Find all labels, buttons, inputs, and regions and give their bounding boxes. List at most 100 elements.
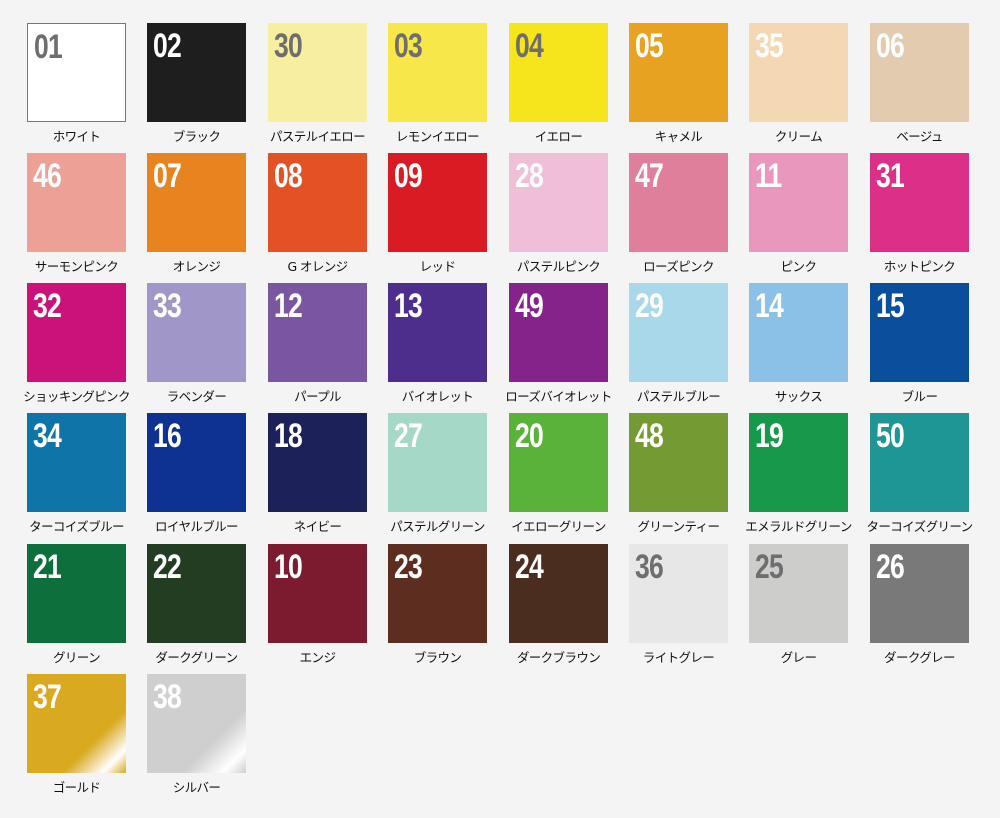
color-name: ダークグレー	[884, 650, 956, 665]
color-swatch-item[interactable]: 02 ブラック	[147, 23, 247, 144]
color-swatch[interactable]: 19	[749, 413, 848, 512]
color-swatch[interactable]: 18	[268, 413, 367, 512]
color-swatch[interactable]: 03	[388, 23, 487, 122]
color-swatch-item[interactable]: 09 レッド	[388, 153, 488, 274]
color-swatch[interactable]: 28	[509, 153, 608, 252]
color-swatch-item[interactable]: 26 ダークグレー	[870, 544, 970, 665]
color-swatch[interactable]: 16	[147, 413, 246, 512]
color-swatch-item[interactable]: 35 クリーム	[749, 23, 849, 144]
color-swatch-item[interactable]: 15 ブルー	[870, 283, 970, 404]
color-swatch-item[interactable]: 20 イエローグリーン	[509, 413, 609, 534]
color-swatch[interactable]: 36	[629, 544, 728, 643]
color-swatch-item[interactable]: 50 ターコイズグリーン	[866, 413, 973, 534]
color-name: G オレンジ	[287, 259, 348, 274]
color-swatch-item[interactable]: 28 パステルピンク	[509, 153, 609, 274]
color-swatch-item[interactable]: 11 ピンク	[749, 153, 849, 274]
color-swatch-item[interactable]: 49 ローズバイオレット	[505, 283, 612, 404]
color-swatch[interactable]: 25	[749, 544, 848, 643]
color-name: ライトグレー	[642, 650, 715, 665]
color-swatch[interactable]: 26	[870, 544, 969, 643]
color-swatch-item[interactable]: 33 ラベンダー	[147, 283, 247, 404]
color-swatch-item[interactable]: 37 ゴールド	[27, 674, 127, 795]
color-swatch[interactable]: 06	[870, 23, 969, 122]
color-code: 35	[755, 27, 784, 65]
color-swatch[interactable]: 15	[870, 283, 969, 382]
color-code: 03	[394, 27, 423, 65]
color-swatch-item[interactable]: 04 イエロー	[509, 23, 609, 144]
color-swatch-item[interactable]: 07 オレンジ	[147, 153, 247, 274]
color-swatch[interactable]: 05	[629, 23, 728, 122]
color-swatch-item[interactable]: 12 パープル	[268, 283, 368, 404]
color-swatch[interactable]: 48	[629, 413, 728, 512]
color-swatch-item[interactable]: 19 エメラルドグリーン	[745, 413, 852, 534]
color-swatch[interactable]: 22	[147, 544, 246, 643]
color-swatch[interactable]: 01	[27, 23, 126, 122]
color-swatch-item[interactable]: 36 ライトグレー	[629, 544, 729, 665]
color-swatch[interactable]: 27	[388, 413, 487, 512]
color-swatch[interactable]: 33	[147, 283, 246, 382]
color-swatch[interactable]: 34	[27, 413, 126, 512]
color-swatch[interactable]: 47	[629, 153, 728, 252]
color-swatch[interactable]: 04	[509, 23, 608, 122]
color-name: レモンイエロー	[395, 129, 480, 144]
color-swatch-item[interactable]: 25 グレー	[749, 544, 849, 665]
color-code: 01	[34, 28, 63, 66]
color-swatch-item[interactable]: 24 ダークブラウン	[509, 544, 609, 665]
color-swatch[interactable]: 23	[388, 544, 487, 643]
color-swatch[interactable]: 31	[870, 153, 969, 252]
color-swatch-item[interactable]: 34 ターコイズブルー	[27, 413, 127, 534]
color-swatch[interactable]: 49	[509, 283, 608, 382]
color-swatch[interactable]: 11	[749, 153, 848, 252]
color-swatch[interactable]: 14	[749, 283, 848, 382]
color-code: 47	[635, 157, 664, 195]
color-swatch[interactable]: 50	[870, 413, 969, 512]
color-swatch-item[interactable]: 21 グリーン	[27, 544, 127, 665]
color-swatch[interactable]: 46	[27, 153, 126, 252]
color-swatch[interactable]: 30	[268, 23, 367, 122]
color-swatch[interactable]: 38	[147, 674, 246, 773]
color-name: グリーンティー	[637, 519, 721, 534]
color-swatch[interactable]: 35	[749, 23, 848, 122]
color-name: ラベンダー	[166, 389, 227, 404]
color-swatch[interactable]: 24	[509, 544, 608, 643]
color-swatch[interactable]: 09	[388, 153, 487, 252]
color-swatch-item[interactable]: 22 ダークグリーン	[147, 544, 247, 665]
color-swatch[interactable]: 21	[27, 544, 126, 643]
color-swatch-item[interactable]: 16 ロイヤルブルー	[147, 413, 247, 534]
color-swatch-item[interactable]: 10 エンジ	[268, 544, 368, 665]
color-swatch[interactable]: 07	[147, 153, 246, 252]
color-swatch[interactable]: 10	[268, 544, 367, 643]
color-swatch-item[interactable]: 05 キャメル	[629, 23, 729, 144]
color-swatch-item[interactable]: 08 G オレンジ	[268, 153, 368, 274]
color-swatch-item[interactable]: 38 シルバー	[147, 674, 247, 795]
color-swatch-item[interactable]: 30 パステルイエロー	[268, 23, 368, 144]
color-swatch[interactable]: 12	[268, 283, 367, 382]
color-swatch-item[interactable]: 01 ホワイト	[27, 23, 127, 144]
color-swatch-item[interactable]: 46 サーモンピンク	[27, 153, 127, 274]
color-swatch-item[interactable]: 18 ネイビー	[268, 413, 368, 534]
color-code: 36	[635, 548, 664, 586]
color-swatch-item[interactable]: 32 ショッキングピンク	[23, 283, 130, 404]
color-code: 50	[876, 417, 905, 455]
color-swatch[interactable]: 29	[629, 283, 728, 382]
color-swatch-item[interactable]: 23 ブラウン	[388, 544, 488, 665]
color-swatch[interactable]: 08	[268, 153, 367, 252]
color-swatch-item[interactable]: 48 グリーンティー	[629, 413, 729, 534]
color-code: 32	[33, 287, 62, 325]
color-swatch-item[interactable]: 06 ベージュ	[870, 23, 970, 144]
color-swatch[interactable]: 37	[27, 674, 126, 773]
color-swatch-item[interactable]: 03 レモンイエロー	[388, 23, 488, 144]
color-swatch-item[interactable]: 14 サックス	[749, 283, 849, 404]
color-swatch-item[interactable]: 31 ホットピンク	[870, 153, 970, 274]
color-swatch-item[interactable]: 47 ローズピンク	[629, 153, 729, 274]
color-swatch[interactable]: 02	[147, 23, 246, 122]
color-code: 31	[876, 157, 905, 195]
color-name: ダークブラウン	[516, 650, 601, 665]
color-swatch[interactable]: 32	[27, 283, 126, 382]
color-swatch[interactable]: 13	[388, 283, 487, 382]
color-swatch-item[interactable]: 29 パステルブルー	[629, 283, 729, 404]
color-swatch[interactable]: 20	[509, 413, 608, 512]
color-name: ローズピンク	[643, 259, 714, 274]
color-swatch-item[interactable]: 27 パステルグリーン	[388, 413, 488, 534]
color-swatch-item[interactable]: 13 バイオレット	[388, 283, 488, 404]
